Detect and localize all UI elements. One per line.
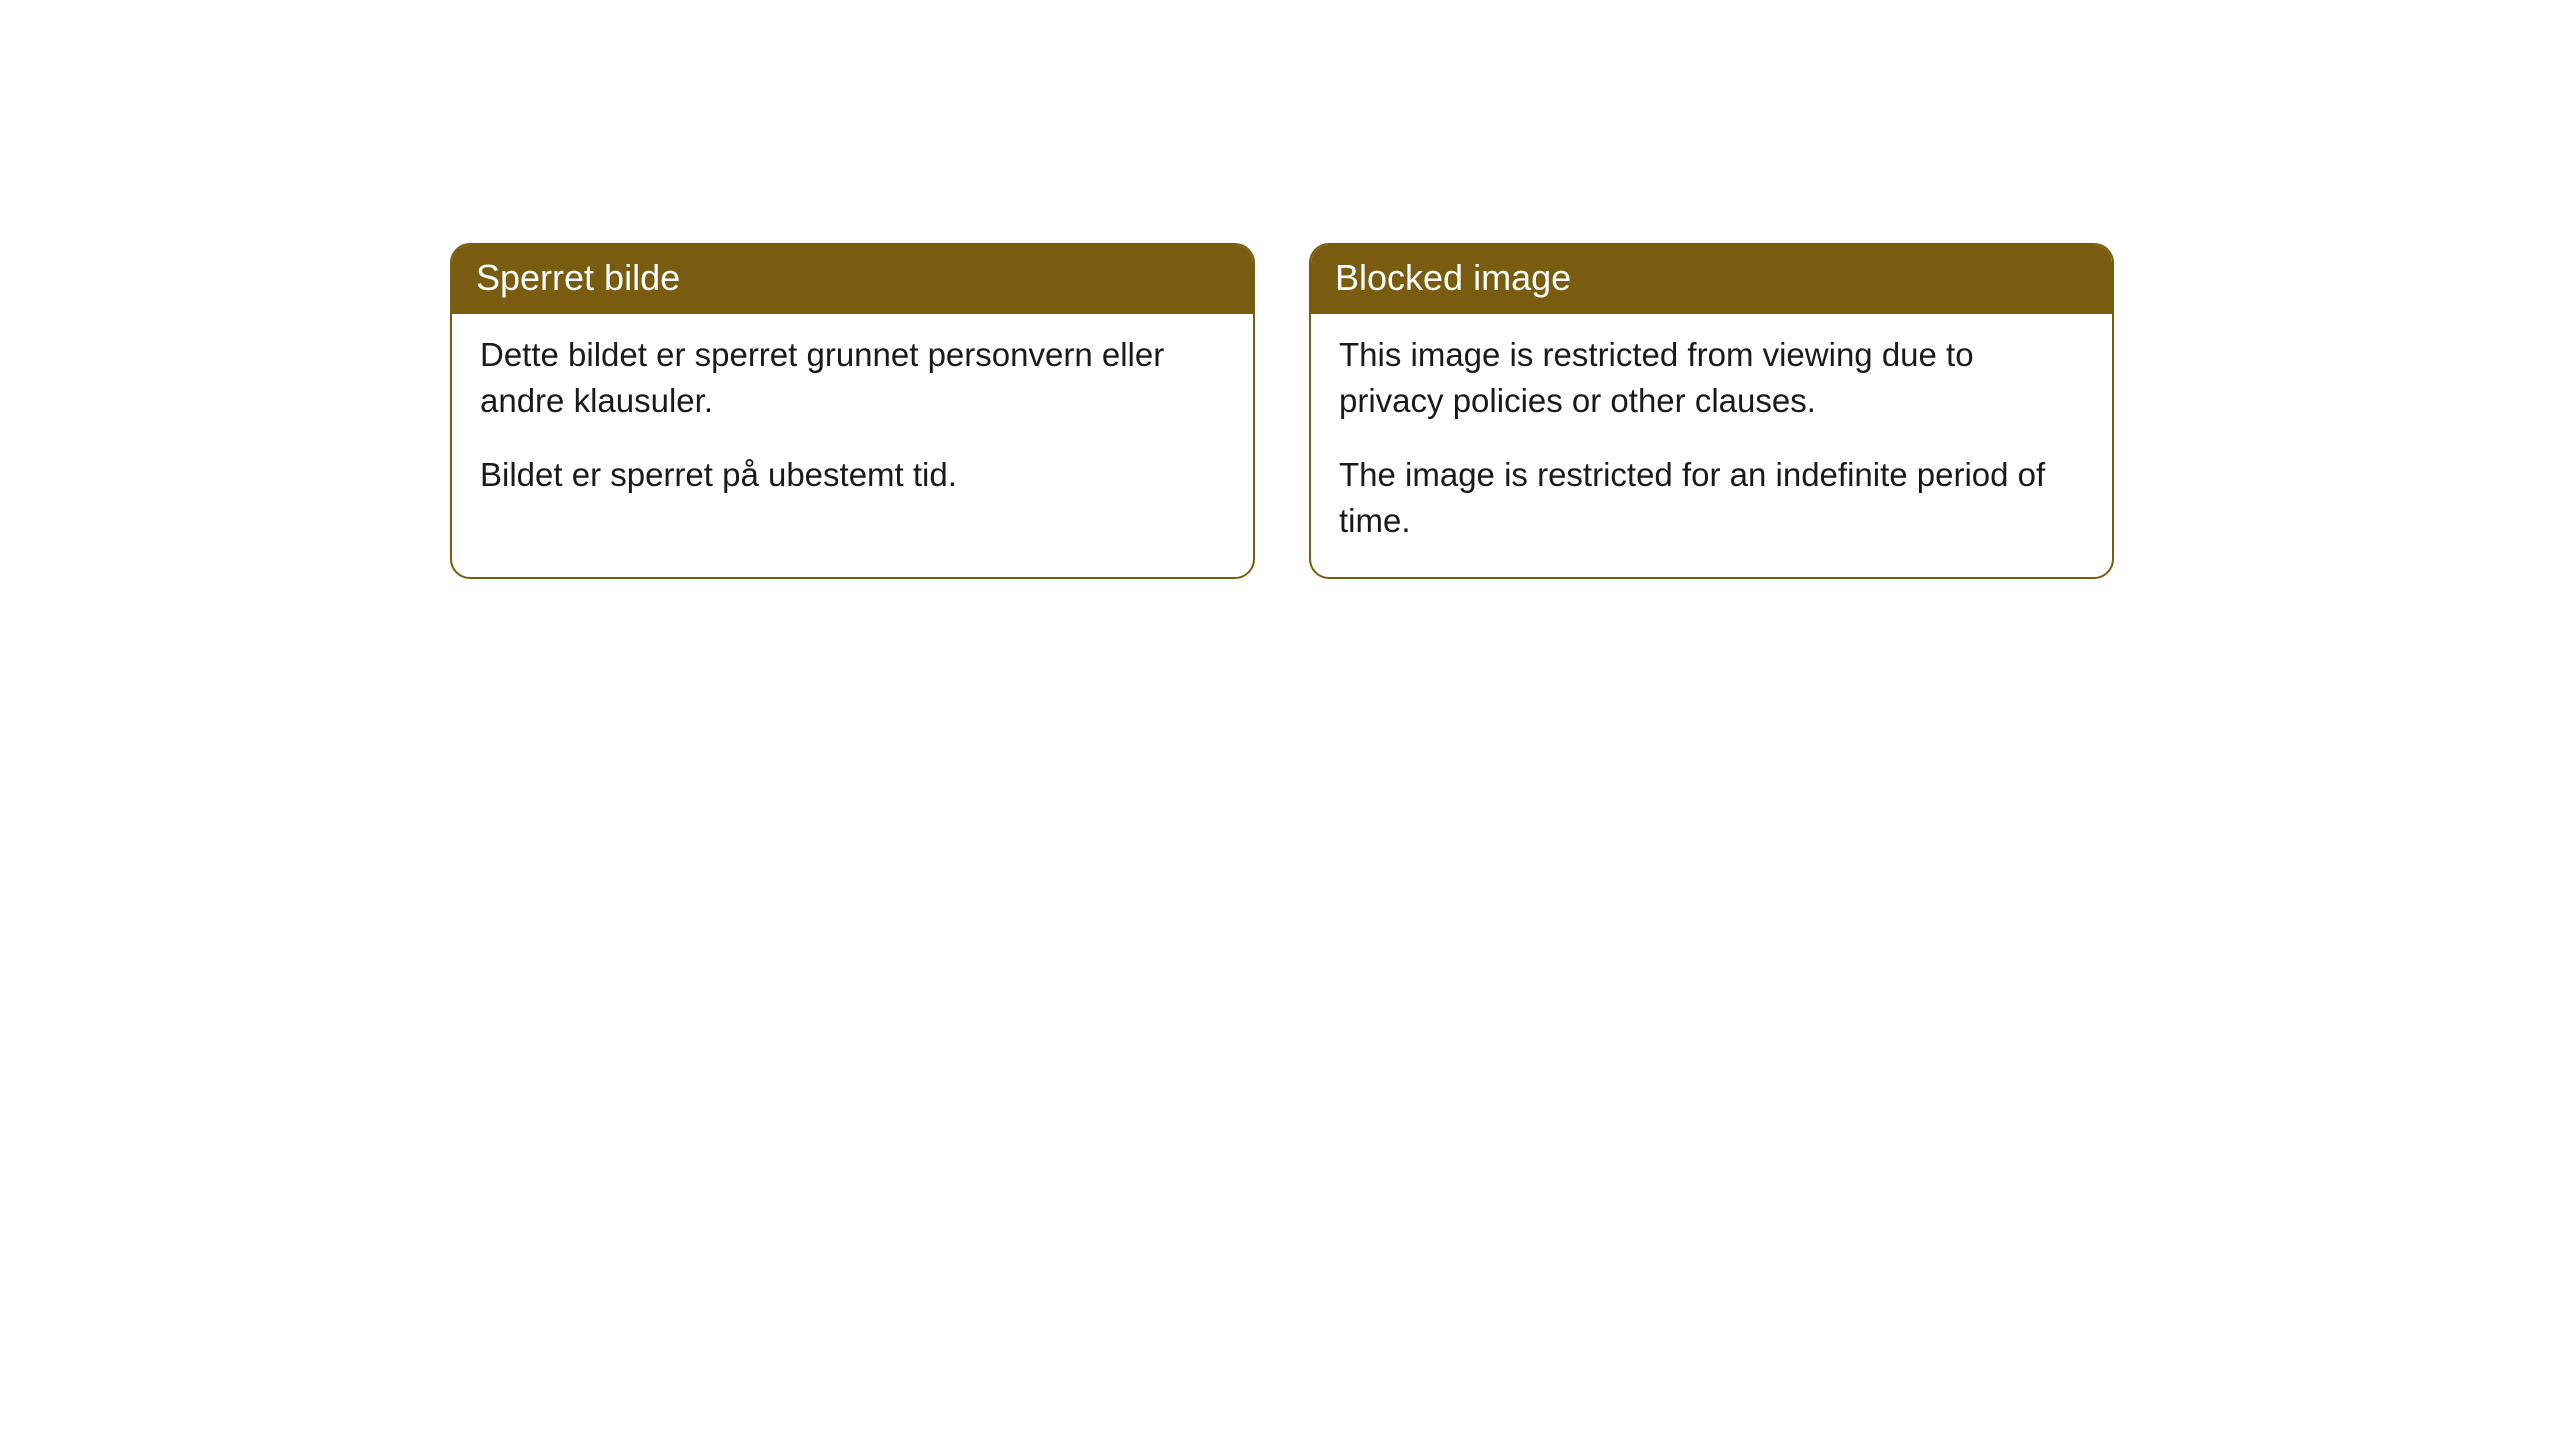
notice-card-english: Blocked image This image is restricted f… [1309, 243, 2114, 579]
notice-container: Sperret bilde Dette bildet er sperret gr… [0, 0, 2560, 579]
notice-header-english: Blocked image [1311, 245, 2112, 314]
notice-paragraph-2: The image is restricted for an indefinit… [1339, 452, 2084, 544]
notice-header-norwegian: Sperret bilde [452, 245, 1253, 314]
notice-body-norwegian: Dette bildet er sperret grunnet personve… [452, 314, 1253, 531]
notice-title: Sperret bilde [476, 257, 680, 298]
notice-body-english: This image is restricted from viewing du… [1311, 314, 2112, 577]
notice-paragraph-2: Bildet er sperret på ubestemt tid. [480, 452, 1225, 498]
notice-card-norwegian: Sperret bilde Dette bildet er sperret gr… [450, 243, 1255, 579]
notice-paragraph-1: Dette bildet er sperret grunnet personve… [480, 332, 1225, 424]
notice-paragraph-1: This image is restricted from viewing du… [1339, 332, 2084, 424]
notice-title: Blocked image [1335, 257, 1571, 298]
